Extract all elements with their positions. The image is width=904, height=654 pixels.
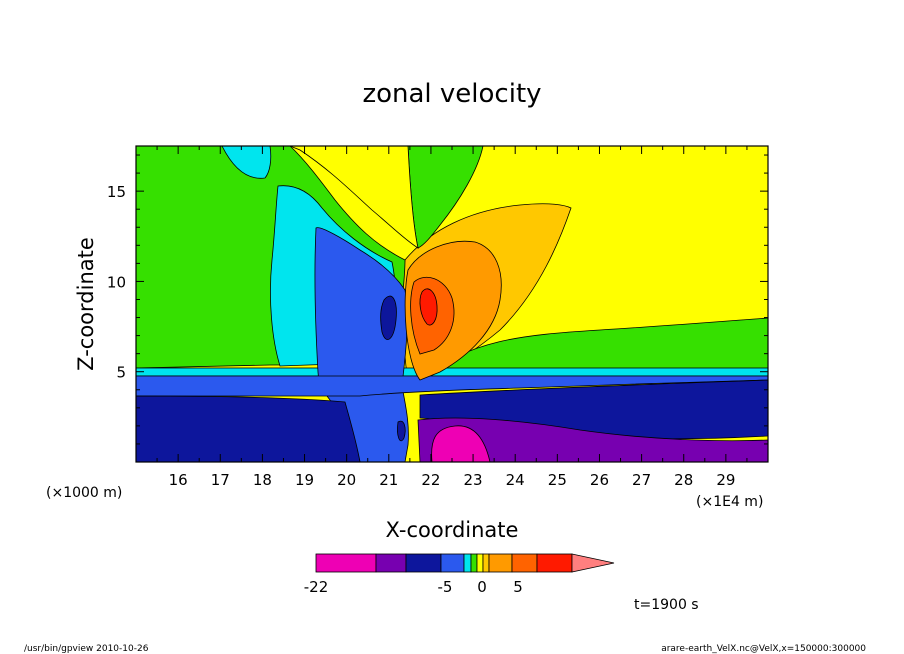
y-axis-label: Z-coordinate [74, 237, 98, 371]
footer-left: /usr/bin/gpview 2010-10-26 [24, 644, 149, 654]
colorbar-label: 5 [513, 578, 523, 596]
colorbar-segment [476, 553, 484, 573]
colorbar-segment [375, 553, 407, 573]
region-dark-blue-low [136, 395, 361, 462]
contour-field [136, 146, 768, 462]
x-tick-label: 24 [506, 471, 525, 489]
y-tick-label: 10 [107, 273, 126, 291]
x-tick-label: 28 [674, 471, 693, 489]
x-tick-label: 21 [379, 471, 398, 489]
colorbar-segment [405, 553, 442, 573]
colorbar-segment [470, 553, 478, 573]
y-tick-label: 15 [107, 183, 126, 201]
colorbar-label: 0 [477, 578, 487, 596]
x-unit-right: (×1E4 m) [696, 494, 763, 510]
y-tick-label: 5 [116, 364, 126, 382]
colorbar-segment [463, 553, 472, 573]
region-cyan-band [136, 367, 768, 377]
x-tick-label: 22 [421, 471, 440, 489]
region-purple-bottom [417, 417, 768, 462]
x-axis-label: X-coordinate [386, 518, 519, 542]
colorbar-label: -5 [438, 578, 453, 596]
x-tick-label: 23 [464, 471, 483, 489]
region-dark-blue-small [397, 420, 406, 442]
region-magenta-bottom [431, 425, 491, 462]
chart-title: zonal velocity [362, 79, 541, 109]
time-label: t=1900 s [634, 597, 699, 613]
x-tick-label: 29 [716, 471, 735, 489]
colorbar-arrow [571, 553, 615, 573]
region-dark-blue-blob [380, 295, 397, 341]
x-tick-label: 17 [211, 471, 230, 489]
colorbar-segment [440, 553, 465, 573]
region-red-core [419, 288, 438, 326]
colorbar-segment [315, 553, 377, 573]
region-yellow-strip [289, 146, 419, 249]
x-tick-label: 26 [590, 471, 609, 489]
x-tick-label: 20 [337, 471, 356, 489]
x-unit-left: (×1000 m) [46, 485, 122, 501]
colorbar-segment [482, 553, 490, 573]
x-tick-label: 18 [253, 471, 272, 489]
x-ticks: 16 17 18 19 20 21 22 23 24 25 26 27 28 29 [135, 146, 769, 489]
x-tick-label: 25 [548, 471, 567, 489]
colorbar: -22 -5 0 5 [304, 553, 615, 596]
x-tick-label: 16 [169, 471, 188, 489]
y-ticks: 5 10 15 [107, 154, 768, 463]
x-tick-label: 27 [632, 471, 651, 489]
x-tick-label: 19 [295, 471, 314, 489]
footer-right: arare-earth_VelX.nc@VelX,x=150000:300000 [661, 644, 866, 654]
region-cyan-upper-left [221, 146, 272, 179]
colorbar-label: -22 [304, 578, 329, 596]
colorbar-segment [488, 553, 513, 573]
colorbar-segment [536, 553, 573, 573]
colorbar-segment [511, 553, 538, 573]
